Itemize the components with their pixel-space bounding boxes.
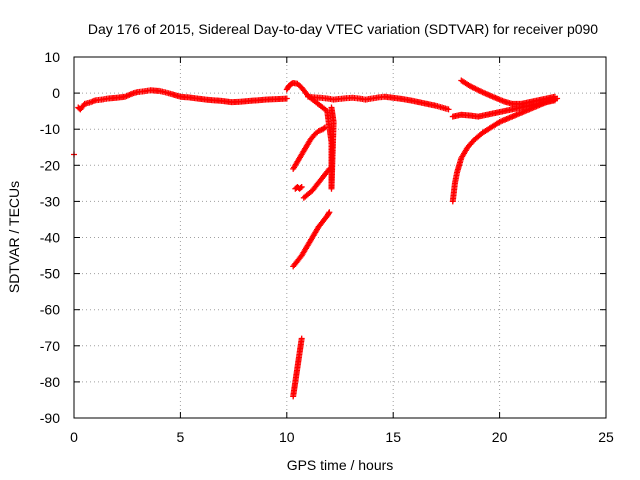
data-segment <box>75 87 290 113</box>
y-tick-label: -70 <box>40 338 60 354</box>
axis-ticks: 0 5 10 15 20 25 10 0 -10 -20 -30 -40 -50 -60 -70 -80 -90 <box>40 49 614 445</box>
data-point <box>283 95 290 102</box>
data-point <box>321 125 328 132</box>
y-tick-label: -10 <box>40 121 60 137</box>
y-tick-label: -80 <box>40 374 60 390</box>
x-tick-label: 20 <box>492 429 508 445</box>
y-tick-label: -50 <box>40 266 60 282</box>
data-point <box>554 95 561 102</box>
x-tick-label: 15 <box>385 429 401 445</box>
data-point <box>445 106 452 113</box>
data-segment <box>300 165 333 201</box>
data-segment <box>290 124 329 172</box>
data-point <box>325 210 332 217</box>
y-tick-label: -20 <box>40 157 60 173</box>
x-tick-label: 0 <box>70 429 78 445</box>
data-segment <box>290 335 305 400</box>
data-segment <box>292 183 305 192</box>
x-tick-label: 25 <box>598 429 614 445</box>
y-tick-label: -90 <box>40 410 60 426</box>
y-tick-label: -40 <box>40 230 60 246</box>
x-tick-label: 5 <box>177 429 185 445</box>
y-axis-label: SDTVAR / TECUs <box>6 181 22 293</box>
y-tick-label: -30 <box>40 193 60 209</box>
data-point <box>326 209 333 216</box>
y-tick-label: 0 <box>52 85 60 101</box>
x-tick-label: 10 <box>279 429 295 445</box>
data-segment <box>290 209 333 270</box>
data-point <box>297 184 304 191</box>
chart-title: Day 176 of 2015, Sidereal Day-to-day VTE… <box>88 21 598 37</box>
y-tick-label: 10 <box>44 49 60 65</box>
data-point <box>298 183 305 190</box>
data-segment <box>449 95 561 205</box>
data-segment <box>305 93 452 113</box>
data-series <box>71 77 561 400</box>
data-point <box>298 335 305 342</box>
x-axis-label: GPS time / hours <box>287 457 394 473</box>
data-point <box>328 104 335 111</box>
y-tick-label: -60 <box>40 302 60 318</box>
data-segment <box>305 92 337 192</box>
